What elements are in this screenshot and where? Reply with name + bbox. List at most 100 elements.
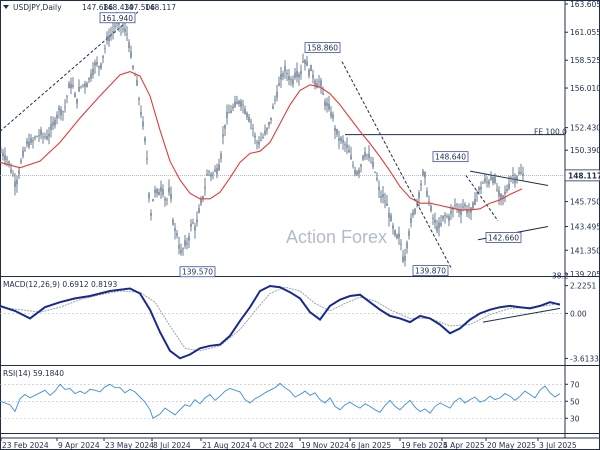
candle-body	[126, 33, 128, 35]
fe-label: FE 100.0	[534, 128, 567, 137]
candle-body	[318, 81, 320, 83]
candle-body	[6, 158, 8, 160]
candle-body	[120, 26, 122, 28]
candle-body	[340, 137, 342, 141]
price-tick-label: 150.390	[570, 146, 600, 155]
candle-body	[512, 175, 514, 176]
candle-body	[132, 66, 134, 69]
candle-body	[352, 164, 354, 166]
candle-body	[324, 101, 326, 106]
candle-body	[220, 153, 222, 159]
candle-body	[422, 170, 424, 176]
candle-body	[78, 86, 80, 91]
candle-body	[136, 80, 138, 86]
macd-tick-label: -3.6133	[570, 354, 599, 363]
candle-body	[432, 217, 434, 219]
label-142660: 142.660	[488, 233, 519, 242]
candle-body	[212, 173, 214, 175]
candle-body	[506, 189, 508, 191]
candle-body	[520, 172, 522, 174]
candle-body	[330, 112, 332, 117]
candle-body	[308, 69, 310, 76]
time-tick-label: 9 Apr 2024	[58, 441, 100, 450]
candle-body	[162, 189, 164, 195]
candle-body	[294, 72, 296, 78]
candle-body	[202, 196, 204, 200]
macd-trend-line	[482, 307, 561, 323]
candle-body	[90, 73, 92, 79]
candle-body	[192, 222, 194, 224]
candle-body	[444, 214, 446, 216]
candle-body	[382, 194, 384, 198]
price-tick-label: 145.750	[570, 198, 600, 207]
candle-body	[254, 135, 256, 138]
candle-body	[336, 128, 338, 135]
candle-body	[82, 84, 84, 86]
candle-body	[338, 138, 340, 141]
candle-body	[402, 256, 404, 262]
candle-body	[164, 198, 166, 201]
candle-body	[456, 204, 458, 206]
candle-body	[8, 161, 10, 164]
candle-body	[160, 186, 162, 192]
dropdown-icon	[3, 5, 9, 9]
candle-body	[316, 83, 318, 89]
candle-body	[280, 73, 282, 80]
candle-body	[404, 256, 406, 261]
candle-body	[396, 234, 398, 239]
candle-body	[152, 199, 154, 202]
rsi-line	[0, 382, 561, 419]
candle-body	[36, 136, 38, 138]
candle-body	[398, 233, 400, 238]
candle-body	[494, 177, 496, 183]
candle-body	[334, 127, 336, 131]
label-148640-box	[432, 151, 469, 163]
rsi-tick-label: 30	[570, 414, 580, 423]
candle-body	[46, 136, 48, 140]
label-158860: 158.860	[307, 44, 338, 53]
candle-body	[266, 127, 268, 131]
time-tick-label: 19 Nov 2024	[301, 441, 349, 450]
candle-body	[62, 111, 64, 113]
candle-body	[196, 219, 198, 223]
candle-body	[18, 170, 20, 175]
candle-body	[148, 193, 150, 199]
candle-body	[74, 93, 76, 98]
candle-body	[170, 193, 172, 200]
candle-body	[154, 189, 156, 193]
candle-body	[450, 210, 452, 214]
price-tick-label: 163.605	[570, 0, 600, 9]
candle-body	[486, 182, 488, 184]
candle-body	[356, 171, 358, 175]
price-tick-label: 143.495	[570, 223, 600, 232]
candle-body	[236, 101, 238, 105]
candle-body	[286, 72, 288, 74]
candle-body	[380, 196, 382, 198]
candle-body	[482, 183, 484, 184]
candle-body	[414, 208, 416, 214]
candle-body	[230, 110, 232, 113]
candle-body	[194, 226, 196, 231]
candle-body	[214, 169, 216, 172]
candle-body	[130, 51, 132, 58]
candle-body	[454, 205, 456, 207]
candle-body	[400, 243, 402, 245]
candle-body	[20, 160, 22, 163]
candle-body	[440, 223, 442, 226]
price-tick-label: 152.430	[570, 124, 600, 133]
candle-body	[72, 84, 74, 87]
candle-body	[492, 177, 494, 183]
candle-body	[134, 75, 136, 77]
candle-body	[216, 168, 218, 175]
candle-body	[270, 117, 272, 121]
candle-body	[200, 199, 202, 204]
candle-body	[306, 61, 308, 67]
candle-body	[12, 174, 14, 176]
label-148640: 148.640	[435, 153, 466, 162]
candle-body	[92, 68, 94, 75]
candle-body	[372, 162, 374, 167]
candle-body	[476, 193, 478, 194]
candle-body	[190, 223, 192, 227]
candle-body	[272, 106, 274, 109]
